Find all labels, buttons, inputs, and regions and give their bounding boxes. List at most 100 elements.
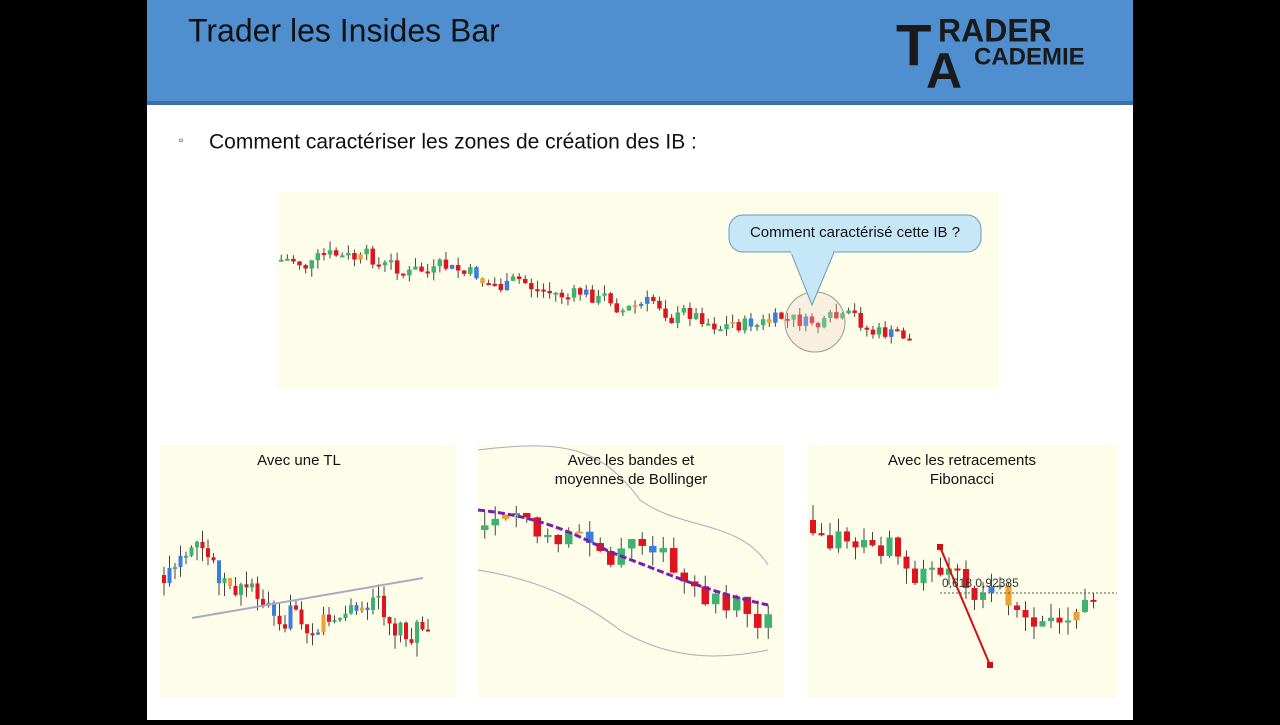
candle-part [449,264,455,269]
candle-part [699,313,705,325]
candle-part [680,572,688,582]
candle-part [554,534,562,545]
candle-part [305,624,309,634]
candle-part [255,583,260,599]
candle-part [663,308,668,318]
candle-part [541,289,546,292]
candle-part [889,329,894,337]
candle-part [712,323,717,330]
candle-part [407,269,412,276]
candle-part [743,596,751,614]
bollinger-mid [477,508,769,607]
candle-part [1022,610,1029,618]
candle-part [809,316,815,323]
candle-part [167,568,172,584]
candle-part [791,314,796,320]
candle-part [878,545,884,556]
candle-part [649,545,657,553]
candle-part [764,614,772,628]
candle-part [261,598,265,606]
candle-part [277,615,282,625]
candle-part [512,513,520,516]
candle-part [818,533,825,536]
candle-part [346,253,351,256]
fib-anchor [937,544,943,550]
candle-part [895,537,901,557]
candle-part [283,624,287,629]
candle-part [638,539,646,546]
candle-part [620,310,626,313]
candle-part [222,578,227,584]
candle-part [360,607,364,611]
candle-part [486,283,491,286]
candle-part [321,253,327,256]
candle-part [387,617,392,624]
candle-part [869,539,876,546]
candle-part [628,539,636,549]
candle-part [882,327,888,337]
panel-title: Avec les bandes et [568,452,695,469]
candle-part [285,258,290,261]
candle-part [779,312,784,319]
candle-part [846,310,851,314]
candle-part [443,259,449,269]
candle-part [502,514,510,519]
candle-part [200,541,205,549]
candle-part [338,618,342,621]
candle-part [886,537,893,556]
candle-part [736,322,741,331]
candle-part [1039,621,1046,627]
fib-anchor [987,662,993,668]
candle-part [901,330,906,339]
candle-part [365,607,370,610]
candle-part [681,307,687,313]
candle-part [988,586,995,593]
candle-part [748,318,754,327]
highlight-circle [784,291,846,353]
candle-part [797,314,802,326]
candle-part [1065,620,1071,623]
candle-part [173,567,177,570]
candle-part [371,597,375,610]
logo-rader: RADER [938,12,1052,48]
trend-line [191,577,424,619]
bullet-marker: ▫ [179,133,183,147]
candle-part [333,250,339,256]
candle-part [382,595,386,618]
candle-part [742,318,748,331]
candle-part [426,629,430,632]
candle-part [413,266,418,270]
candle-part [687,307,693,319]
candle-part [971,587,978,600]
candle-part [376,595,381,598]
candle-part [1031,617,1037,627]
candle-part [821,317,827,328]
candle-part [358,254,363,260]
candle-part [481,525,489,530]
candle-part [810,520,816,534]
candle-part [162,575,166,584]
candle-part [840,313,845,319]
candle-part [189,547,194,556]
candle-part [767,319,772,323]
candle-part [602,293,607,296]
candle-part [553,292,558,295]
candle-part [997,585,1003,588]
candle-part [754,613,762,628]
candle-part [510,276,516,281]
candle-part [954,568,961,571]
candle-part [211,557,216,561]
candle-part [233,585,238,595]
candle-part [575,531,583,534]
candle-part [327,614,331,622]
candle-part [963,568,969,588]
candle-part [382,262,388,266]
candle-part [288,605,293,629]
candle-part [468,267,473,274]
candle-part [547,290,552,294]
candle-part [706,323,711,326]
candle-part [1090,599,1097,602]
candle-part [929,567,935,570]
candle-part [523,513,531,518]
